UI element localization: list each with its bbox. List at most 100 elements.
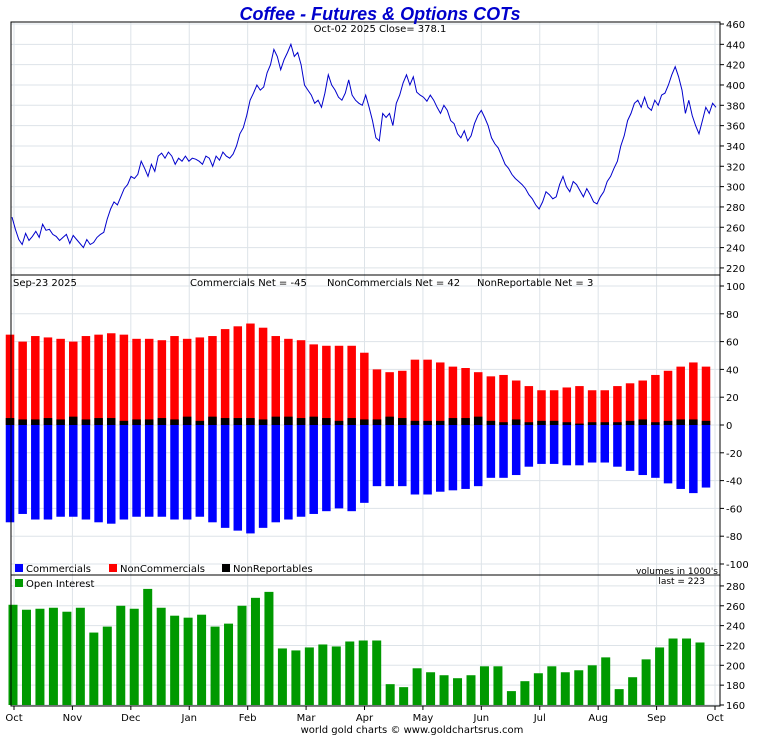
noncommercials-bar <box>676 366 685 425</box>
noncommercials-bar <box>423 359 432 425</box>
open-interest-bar <box>129 608 139 705</box>
nonreportables-bar <box>18 419 27 425</box>
xtick-label-sep: Sep <box>647 713 666 724</box>
price-subtitle: Oct-02 2025 Close= 378.1 <box>314 24 447 35</box>
commercials-bar <box>284 425 293 520</box>
open-interest-bar <box>183 617 193 705</box>
noncommercials-bar <box>69 341 78 425</box>
legend-label-nonreportables: NonReportables <box>233 564 313 575</box>
open-interest-bar <box>628 677 638 705</box>
xtick-label-jul: Jul <box>533 713 546 724</box>
nonreportables-bar <box>258 419 268 425</box>
open-interest-bar <box>682 638 692 705</box>
nonreportables-bar <box>106 418 116 425</box>
noncommercials-bar <box>651 374 660 425</box>
open-interest-bar <box>695 642 705 705</box>
legend-label-open-interest: Open Interest <box>26 579 95 590</box>
commercials-bar <box>410 425 420 495</box>
nonreportables-bar <box>43 418 53 425</box>
open-interest-bar <box>533 673 543 705</box>
noncommercials-bar <box>372 369 382 425</box>
commercials-bar <box>537 425 546 464</box>
noncommercials-bar <box>170 336 179 425</box>
commercials-bar <box>56 425 65 517</box>
price-ytick-label: 320 <box>726 162 745 173</box>
price-ytick-label: 260 <box>726 223 745 234</box>
noncommercials-bar <box>233 326 243 425</box>
open-interest-bar <box>143 588 153 705</box>
price-ytick-label: 460 <box>726 20 745 31</box>
oi-ytick-label: 220 <box>726 641 745 652</box>
open-interest-bar <box>493 666 503 705</box>
commercials-bar <box>385 425 394 487</box>
commercials-bar <box>157 425 167 517</box>
cot-date-label: Sep-23 2025 <box>13 278 77 289</box>
noncommercials-bar <box>296 340 306 425</box>
cot-ytick-label: -80 <box>726 532 742 543</box>
open-interest-bar <box>170 615 180 705</box>
open-interest-bar <box>587 665 597 705</box>
legend-swatch-noncommercials <box>109 564 117 572</box>
nonreportables-bar <box>220 418 230 425</box>
commercials-bar <box>271 425 280 523</box>
noncommercials-bar <box>31 336 40 425</box>
noncommercials-bar <box>436 362 445 425</box>
commercials-bar <box>663 425 673 484</box>
noncommercials-bar <box>537 390 546 425</box>
nonreportables-bar <box>511 419 521 425</box>
open-interest-bar <box>385 684 395 705</box>
open-interest-bar <box>102 626 112 705</box>
price-ytick-label: 280 <box>726 203 745 214</box>
noncommercials-bar <box>461 368 470 425</box>
open-interest-bar <box>412 668 422 705</box>
nonreportables-bar <box>398 418 407 425</box>
noncommercials-bar <box>157 340 167 425</box>
cot-panel <box>5 323 711 534</box>
noncommercials-bar <box>81 336 91 425</box>
nonreportables-bar <box>144 419 154 425</box>
commercials-bar <box>220 425 230 528</box>
nonreportables-bar <box>170 419 179 425</box>
open-interest-bar <box>264 591 274 705</box>
commercials-bar <box>549 425 559 464</box>
commercials-bar <box>208 425 217 523</box>
chart-title: Coffee - Futures & Options COTs <box>239 4 520 24</box>
nonreportables-bar <box>625 420 635 425</box>
noncommercials-bar <box>360 352 369 425</box>
noncommercials-bar <box>43 337 53 425</box>
commercials-bar <box>69 425 78 517</box>
noncommercials-bar <box>511 380 521 425</box>
xtick-label-oct: Oct <box>706 713 723 724</box>
open-interest-bar <box>453 678 463 705</box>
cot-ytick-label: -40 <box>726 477 742 488</box>
commercials-bar <box>562 425 572 466</box>
nonreportables-bar <box>651 422 660 425</box>
legend-swatch-nonreportables <box>222 564 230 572</box>
price-ytick-label: 400 <box>726 81 745 92</box>
volumes-note: volumes in 1000's <box>636 567 718 577</box>
nonreportables-bar <box>284 416 293 425</box>
open-interest-bar <box>237 605 247 705</box>
noncommercials-bar <box>524 386 534 425</box>
commercials-bar <box>144 425 154 517</box>
noncommercials-bar <box>473 372 483 425</box>
cot-ytick-label: 40 <box>726 365 739 376</box>
nonreportables-bar <box>322 418 331 425</box>
commercials-bar <box>170 425 179 520</box>
price-ytick-label: 300 <box>726 183 745 194</box>
xtick-label-oct: Oct <box>5 713 22 724</box>
xtick-label-mar: Mar <box>297 713 317 724</box>
commercials-net-label: Commercials Net = -45 <box>190 278 307 289</box>
open-interest-bar <box>89 632 99 705</box>
commercials-bar <box>461 425 470 489</box>
open-interest-bar <box>304 647 314 705</box>
open-interest-bar <box>372 640 382 705</box>
open-interest-bar <box>277 648 287 705</box>
open-interest-bar <box>210 626 220 705</box>
nonreportables-bar <box>182 416 192 425</box>
nonreportables-bar <box>385 416 394 425</box>
open-interest-bar <box>197 614 207 705</box>
noncommercials-bar <box>385 372 394 425</box>
open-interest-bar <box>116 605 126 705</box>
